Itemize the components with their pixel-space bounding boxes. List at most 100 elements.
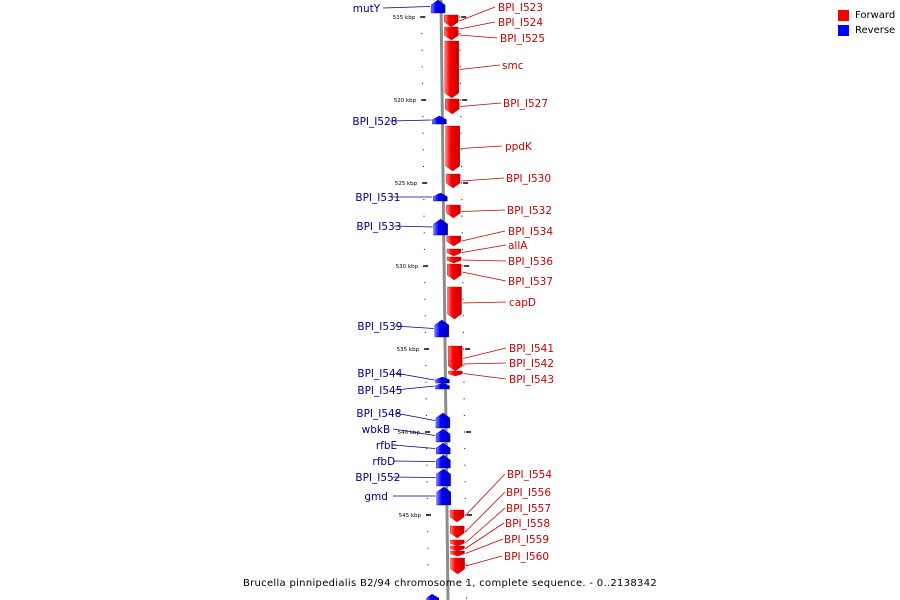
- gene-wbkb-arrow[interactable]: [435, 428, 451, 443]
- gene-gmd-arrow[interactable]: [436, 486, 451, 506]
- gene-label-bpi_i537[interactable]: BPI_I537: [508, 276, 553, 288]
- label-leader: [389, 119, 432, 122]
- gene-bpi_i528-arrow[interactable]: [432, 115, 447, 125]
- gene-label-bpi_i548[interactable]: BPI_I548: [356, 408, 401, 420]
- gene-label-smc[interactable]: smc: [502, 60, 524, 72]
- gene-label-bpi_i530[interactable]: BPI_I530: [506, 173, 551, 185]
- tick-label: 535 kbp: [397, 347, 420, 353]
- gene-label-bpi_i556[interactable]: BPI_I556: [506, 487, 551, 499]
- minor-tick-right: [463, 365, 465, 367]
- gene-rfbd-arrow[interactable]: [436, 454, 451, 469]
- gene-label-bpi_i543[interactable]: BPI_I543: [509, 374, 554, 386]
- gene-label-bpi_i558[interactable]: BPI_I558: [505, 518, 550, 530]
- tick-label: 545 kbp: [399, 513, 422, 519]
- gene-bpi_i545-arrow[interactable]: [435, 382, 450, 390]
- gene-bpi_i542-arrow[interactable]: [448, 360, 463, 368]
- gene-partial-arrow[interactable]: [426, 594, 439, 600]
- gene-smc-arrow[interactable]: [444, 40, 460, 99]
- gene-bpi_i554-arrow[interactable]: [449, 509, 465, 523]
- gene-label-bpi_i527[interactable]: BPI_I527: [503, 98, 548, 110]
- label-leader: [463, 362, 507, 365]
- label-leader: [465, 555, 503, 567]
- gene-label-capd[interactable]: capD: [509, 297, 536, 309]
- reverse-swatch: [838, 25, 849, 36]
- gene-label-bpi_i534[interactable]: BPI_I534: [508, 226, 553, 238]
- gene-bpi_i530-arrow[interactable]: [445, 173, 461, 189]
- label-leader: [462, 301, 507, 304]
- gene-bpi_i531-arrow[interactable]: [433, 192, 448, 202]
- minor-tick-right: [461, 215, 463, 217]
- gene-label-muty[interactable]: mutY: [353, 3, 381, 15]
- gene-label-bpi_i532[interactable]: BPI_I532: [507, 205, 552, 217]
- minor-tick-right: [464, 497, 466, 499]
- gene-label-bpi_i559[interactable]: BPI_I559: [504, 534, 549, 546]
- gene-label-bpi_i541[interactable]: BPI_I541: [509, 343, 554, 355]
- label-leader: [464, 491, 506, 533]
- gene-bpi_i548-arrow[interactable]: [435, 412, 451, 429]
- minor-tick-left: [422, 149, 424, 151]
- gene-bpi_i552-arrow[interactable]: [436, 468, 451, 487]
- gene-bpi_i543-arrow[interactable]: [448, 370, 463, 377]
- gene-alla-arrow[interactable]: [446, 248, 462, 257]
- gene-label-alla[interactable]: allA: [508, 240, 528, 252]
- gene-bpi_i558-arrow[interactable]: [450, 545, 465, 552]
- gene-bpi_i537-arrow[interactable]: [446, 263, 462, 281]
- tick-label: 520 kbp: [394, 98, 417, 104]
- gene-label-bpi_i545[interactable]: BPI_I545: [357, 385, 402, 397]
- gene-bpi_i539-arrow[interactable]: [434, 319, 450, 338]
- minor-tick-left: [424, 298, 426, 300]
- label-leader: [392, 476, 436, 478]
- gene-bpi_i557-arrow[interactable]: [450, 539, 465, 547]
- minor-tick-right: [462, 298, 464, 300]
- label-leader: [382, 6, 431, 9]
- gene-label-bpi_i533[interactable]: BPI_I533: [356, 221, 401, 233]
- gene-bpi_i533-arrow[interactable]: [433, 218, 448, 236]
- gene-muty-arrow[interactable]: [430, 0, 446, 14]
- gene-bpi_i556-arrow[interactable]: [450, 525, 465, 539]
- minor-tick-right: [460, 132, 462, 134]
- gene-bpi_i525-arrow[interactable]: [444, 29, 459, 41]
- gene-label-bpi_i525[interactable]: BPI_I525: [500, 33, 545, 45]
- gene-capd-arrow[interactable]: [447, 286, 462, 320]
- gene-bpi_i541-arrow[interactable]: [447, 345, 463, 372]
- gene-label-bpi_i557[interactable]: BPI_I557: [506, 503, 551, 515]
- minor-tick-left: [425, 398, 427, 400]
- label-leaders: [382, 6, 507, 567]
- gene-label-ppdk[interactable]: ppdK: [505, 141, 533, 153]
- gene-label-bpi_i528[interactable]: BPI_I528: [352, 116, 397, 128]
- minor-tick-left: [421, 82, 423, 84]
- gene-label-gmd[interactable]: gmd: [364, 491, 388, 503]
- gene-label-bpi_i531[interactable]: BPI_I531: [355, 192, 400, 204]
- gene-bpi_i534-arrow[interactable]: [446, 235, 462, 247]
- label-leader: [394, 325, 434, 329]
- gene-bpi_i544-arrow[interactable]: [435, 376, 450, 384]
- tick-label: 540 kbp: [398, 430, 421, 436]
- gene-bpi_i523-arrow[interactable]: [444, 14, 459, 28]
- gene-rfbe-arrow[interactable]: [436, 442, 451, 455]
- minor-tick-left: [427, 547, 429, 549]
- gene-bpi_i559-arrow[interactable]: [450, 550, 465, 557]
- gene-label-bpi_i539[interactable]: BPI_I539: [357, 321, 402, 333]
- gene-label-bpi_i542[interactable]: BPI_I542: [509, 358, 554, 370]
- gene-ppdk-arrow[interactable]: [445, 125, 460, 172]
- gene-label-bpi_i554[interactable]: BPI_I554: [507, 469, 552, 481]
- gene-label-bpi_i552[interactable]: BPI_I552: [355, 472, 400, 484]
- gene-label-wbkb[interactable]: wbkB: [362, 424, 391, 436]
- gene-bpi_i532-arrow[interactable]: [446, 204, 461, 219]
- minor-tick-right: [463, 414, 465, 416]
- gene-bpi_i560-arrow[interactable]: [450, 557, 465, 575]
- minor-tick-left: [425, 414, 427, 416]
- gene-bpi_i536-arrow[interactable]: [446, 256, 462, 264]
- minor-tick-right: [461, 232, 463, 234]
- gene-label-bpi_i544[interactable]: BPI_I544: [357, 368, 402, 380]
- gene-label-bpi_i523[interactable]: BPI_I523: [498, 2, 543, 14]
- gene-label-rfbd[interactable]: rfbD: [372, 456, 395, 468]
- gene-label-bpi_i536[interactable]: BPI_I536: [508, 256, 553, 268]
- gene-bpi_i527-arrow[interactable]: [445, 98, 460, 115]
- gene-label-bpi_i560[interactable]: BPI_I560: [504, 551, 549, 563]
- gene-label-rfbe[interactable]: rfbE: [376, 440, 397, 452]
- label-leader: [465, 507, 506, 544]
- minor-tick-right: [464, 448, 466, 450]
- gene-label-bpi_i524[interactable]: BPI_I524: [498, 17, 543, 29]
